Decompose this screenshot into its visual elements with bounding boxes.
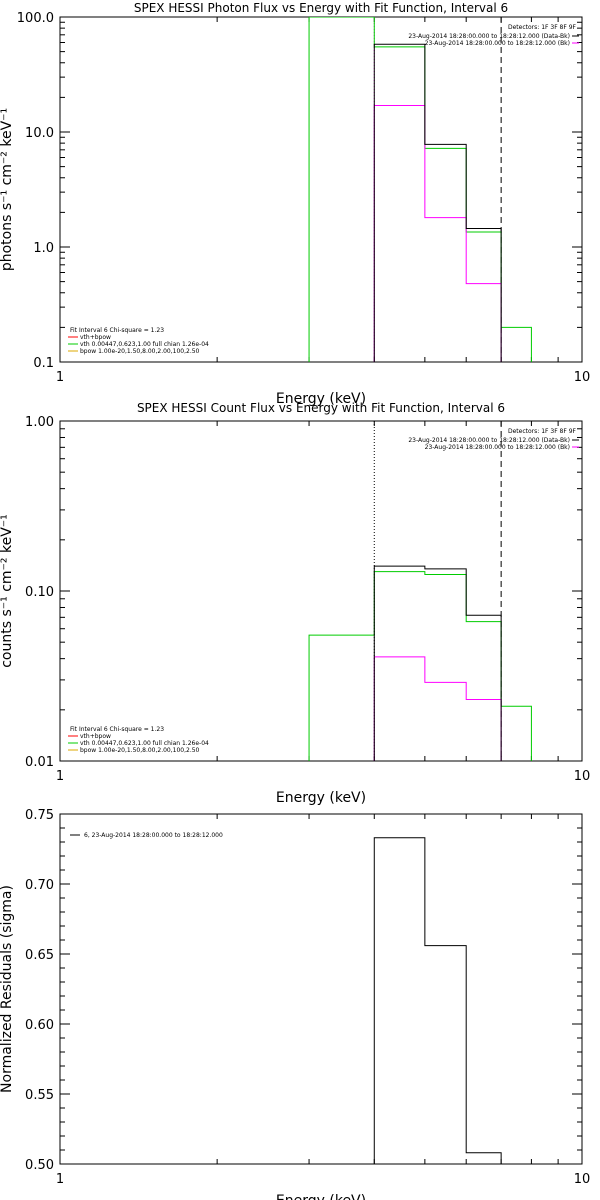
fit-legend-entry: bpow 1.00e-20,1.50,8.00,2.00,100,2.50	[80, 348, 200, 355]
time-legend-entry: 23-Aug-2014 18:28:00.000 to 18:28:12.000…	[408, 33, 570, 40]
series-vth	[308, 571, 532, 761]
residual-legend-entry: 6, 23-Aug-2014 18:28:00.000 to 18:28:12.…	[84, 832, 223, 839]
detectors-label: Detectors: 1F 3F 8F 9F	[508, 428, 577, 435]
data-layer	[373, 837, 502, 1164]
fit-legend-entry: vth+bpow	[80, 334, 111, 341]
series-vth	[308, 17, 532, 362]
fit-legend-entry: vth 0.00447,0.623,1.00 full chian 1.26e-…	[80, 740, 209, 747]
data-layer	[308, 17, 532, 362]
chart-1: SPEX HESSI Photon Flux vs Energy with Fi…	[0, 1, 590, 407]
y-tick-label: 1.00	[25, 415, 54, 430]
detectors-label: Detectors: 1F 3F 8F 9F	[508, 24, 577, 31]
x-axis-label: Energy (keV)	[276, 391, 366, 407]
series-bpow	[373, 104, 502, 362]
x-tick-label: 10	[574, 769, 591, 784]
y-tick-label: 0.60	[25, 1018, 54, 1033]
series-vth-bpow	[373, 565, 502, 761]
x-tick-label: 1	[56, 769, 64, 784]
y-tick-label: 10.0	[25, 126, 54, 141]
fit-legend-entry: bpow 1.00e-20,1.50,8.00,2.00,100,2.50	[80, 747, 200, 754]
time-legend-entry: 23-Aug-2014 18:28:00.000 to 18:28:12.000…	[408, 437, 570, 444]
plot-frame	[59, 16, 583, 363]
chart-3: 1 10 0.75 0.70 0.65 0.60 0.55 0.50 Energy (keV) N…	[0, 808, 590, 1200]
y-tick-label: 0.70	[25, 878, 54, 893]
time-legend-entry: 23-Aug-2014 18:28:00.000 to 18:28:12.000…	[425, 444, 570, 451]
chart-2: SPEX HESSI Count Flux vs Energy with Fit…	[0, 401, 590, 806]
y-tick-label: 0.55	[25, 1088, 54, 1103]
fit-legend-entry: vth+bpow	[80, 733, 111, 740]
y-tick-label: 0.01	[25, 755, 54, 770]
x-tick-label: 10	[574, 1172, 591, 1187]
time-legend-entry: 23-Aug-2014 18:28:00.000 to 18:28:12.000…	[425, 40, 570, 47]
fit-legend-entry: Fit Interval 6 Chi-square = 1.23	[70, 327, 164, 334]
y-axis-label: counts s⁻¹ cm⁻² keV⁻¹	[0, 514, 15, 668]
fit-legend-entry: Fit Interval 6 Chi-square = 1.23	[70, 726, 164, 733]
plot-frame	[59, 813, 583, 1165]
chart-title: SPEX HESSI Count Flux vs Energy with Fit…	[137, 401, 505, 415]
y-tick-label: 0.75	[25, 808, 54, 823]
series-bpow	[373, 656, 502, 761]
fit-legend-entry: vth 0.00447,0.623,1.00 full chian 1.26e-…	[80, 341, 209, 348]
y-axis-label: photons s⁻¹ cm⁻² keV⁻¹	[0, 108, 15, 271]
x-tick-label: 1	[56, 1172, 64, 1187]
plot-frame	[59, 420, 583, 762]
y-tick-label: 0.10	[25, 585, 54, 600]
y-tick-label: 0.1	[33, 356, 54, 371]
y-axis-label: Normalized Residuals (sigma)	[0, 885, 15, 1093]
y-tick-label: 100.0	[17, 11, 54, 26]
residuals-histogram	[373, 837, 502, 1164]
x-tick-label: 1	[56, 370, 64, 385]
x-axis-label: Energy (keV)	[276, 790, 366, 806]
chart-title: SPEX HESSI Photon Flux vs Energy with Fi…	[134, 1, 508, 15]
data-layer	[308, 421, 532, 761]
series-vth-bpow	[373, 43, 502, 362]
y-tick-label: 0.65	[25, 948, 54, 963]
x-tick-label: 10	[574, 370, 591, 385]
y-tick-label: 1.0	[33, 241, 54, 256]
x-axis-label: Energy (keV)	[276, 1193, 366, 1200]
y-tick-label: 0.50	[25, 1158, 54, 1173]
